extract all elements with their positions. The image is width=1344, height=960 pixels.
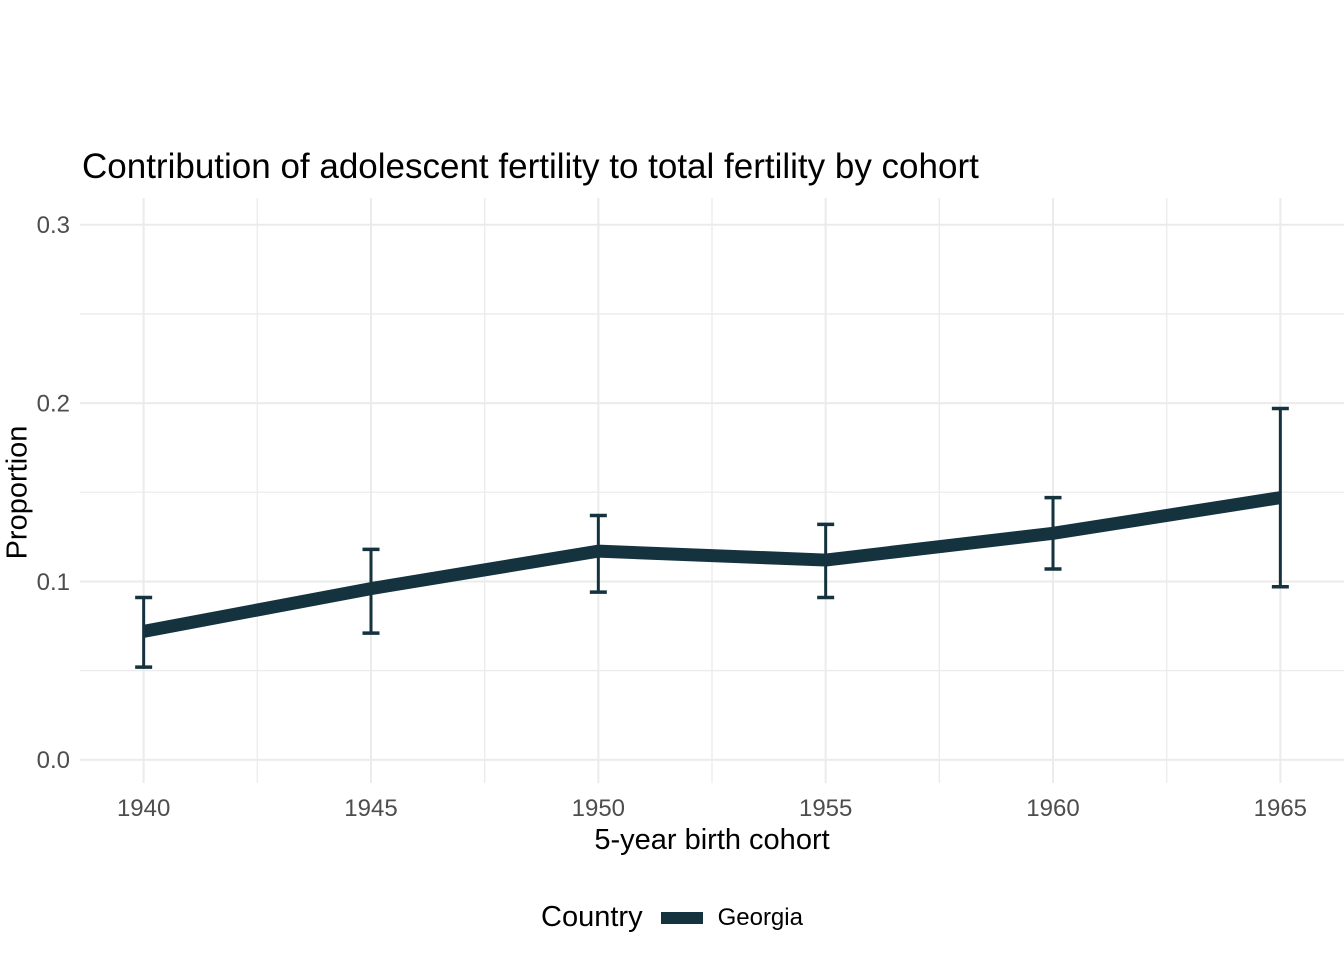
x-tick-label: 1955 xyxy=(799,795,852,822)
x-tick-label: 1960 xyxy=(1026,795,1079,822)
major-gridlines xyxy=(80,198,1344,783)
x-tick-label: 1945 xyxy=(344,795,397,822)
tick-labels: 0.0 0.1 0.2 0.3 1940 1945 1950 1955 1960 1965 xyxy=(37,212,1307,822)
legend-line-swatch xyxy=(660,911,703,924)
y-tick-label: 0.0 xyxy=(37,747,70,774)
x-axis-title: 5-year birth cohort xyxy=(594,824,830,856)
y-axis-title: Proportion xyxy=(1,425,34,560)
chart-title: Contribution of adolescent fertility to … xyxy=(82,147,979,186)
y-tick-label: 0.3 xyxy=(37,212,70,239)
minor-gridlines xyxy=(80,198,1344,783)
legend: Country Georgia xyxy=(0,901,1344,934)
x-tick-label: 1965 xyxy=(1254,795,1307,822)
legend-title: Country xyxy=(541,901,643,933)
y-tick-label: 0.2 xyxy=(37,391,70,418)
series-layer xyxy=(142,491,1282,638)
legend-label-georgia: Georgia xyxy=(717,903,803,931)
series-line-georgia xyxy=(142,491,1282,638)
x-tick-label: 1950 xyxy=(572,795,625,822)
errorbar-layer xyxy=(135,406,1289,669)
x-tick-label: 1940 xyxy=(117,795,170,822)
y-tick-label: 0.1 xyxy=(37,569,70,596)
